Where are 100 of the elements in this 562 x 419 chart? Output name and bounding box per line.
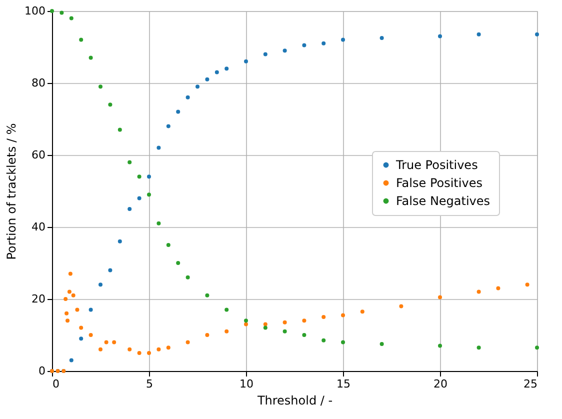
point bbox=[282, 329, 287, 334]
point bbox=[147, 192, 151, 197]
point bbox=[75, 308, 80, 312]
point bbox=[224, 329, 229, 334]
point bbox=[322, 41, 326, 46]
point bbox=[79, 326, 84, 330]
y-tick-label: 0 bbox=[38, 364, 46, 378]
point bbox=[88, 308, 93, 312]
y-tick-label: 80 bbox=[32, 76, 46, 90]
legend-label: False Negatives bbox=[396, 194, 490, 208]
point bbox=[263, 52, 268, 56]
point bbox=[380, 36, 384, 40]
point bbox=[147, 351, 151, 355]
point bbox=[341, 340, 345, 344]
point bbox=[302, 318, 306, 323]
point bbox=[67, 290, 72, 294]
point bbox=[128, 207, 132, 211]
point bbox=[128, 160, 132, 164]
point bbox=[476, 32, 481, 36]
x-tick-label: 10 bbox=[240, 378, 254, 390]
point bbox=[137, 196, 142, 200]
x-tick-label: 20 bbox=[434, 378, 448, 390]
point bbox=[341, 38, 345, 42]
point bbox=[88, 333, 93, 337]
point bbox=[156, 221, 161, 226]
point bbox=[118, 239, 122, 244]
point bbox=[79, 336, 84, 341]
point bbox=[535, 32, 539, 36]
point bbox=[244, 59, 248, 64]
point bbox=[322, 315, 326, 319]
point bbox=[380, 342, 384, 346]
legend-label: False Positives bbox=[396, 176, 482, 190]
point bbox=[112, 340, 116, 344]
point bbox=[263, 326, 268, 330]
point bbox=[71, 293, 76, 298]
point bbox=[282, 320, 287, 324]
point bbox=[535, 346, 539, 350]
point bbox=[186, 95, 190, 100]
point bbox=[69, 358, 74, 362]
point bbox=[244, 318, 248, 323]
point bbox=[282, 48, 287, 53]
point bbox=[214, 70, 219, 74]
point bbox=[118, 128, 122, 132]
point bbox=[64, 297, 68, 301]
point bbox=[322, 338, 326, 342]
point bbox=[496, 286, 500, 290]
point bbox=[525, 282, 530, 287]
point bbox=[476, 290, 481, 294]
point bbox=[66, 318, 70, 323]
y-tick-label: 100 bbox=[24, 4, 46, 18]
point bbox=[137, 174, 142, 179]
x-tick-label: 5 bbox=[146, 378, 153, 390]
point bbox=[224, 66, 229, 71]
point bbox=[147, 174, 151, 179]
point bbox=[156, 347, 161, 352]
x-tick-label: 0 bbox=[52, 378, 60, 390]
point bbox=[50, 9, 54, 13]
point bbox=[263, 322, 268, 326]
x-axis-title: Threshold / - bbox=[256, 394, 333, 408]
point bbox=[166, 124, 170, 128]
point bbox=[68, 272, 72, 276]
point bbox=[438, 344, 442, 348]
point bbox=[302, 333, 306, 337]
point bbox=[302, 43, 306, 48]
point bbox=[205, 77, 210, 82]
legend-label: True Positives bbox=[395, 158, 478, 172]
point bbox=[438, 295, 442, 300]
point bbox=[224, 308, 229, 312]
point bbox=[438, 34, 442, 38]
point bbox=[341, 313, 345, 318]
y-tick-label: 40 bbox=[32, 220, 46, 234]
point bbox=[196, 84, 200, 89]
point bbox=[88, 56, 93, 60]
point bbox=[176, 261, 180, 265]
y-tick-label: 60 bbox=[32, 148, 46, 162]
point bbox=[128, 347, 132, 352]
point bbox=[108, 102, 112, 107]
point bbox=[186, 275, 190, 280]
point bbox=[186, 340, 190, 344]
point bbox=[399, 304, 404, 308]
point bbox=[104, 340, 108, 344]
point bbox=[64, 311, 69, 316]
point bbox=[360, 310, 364, 314]
point bbox=[98, 84, 102, 89]
x-tick-label: 15 bbox=[336, 378, 350, 390]
point bbox=[69, 16, 74, 20]
point bbox=[98, 282, 102, 287]
point bbox=[244, 322, 248, 326]
point bbox=[205, 293, 210, 298]
y-tick-label: 20 bbox=[32, 292, 46, 306]
point bbox=[137, 351, 142, 355]
y-axis-title: Portion of tracklets / % bbox=[4, 123, 19, 260]
x-tick-label: 25 bbox=[524, 378, 538, 390]
point bbox=[79, 38, 84, 42]
point bbox=[108, 268, 112, 272]
point bbox=[166, 243, 170, 247]
point bbox=[166, 346, 170, 350]
point bbox=[205, 333, 210, 337]
point bbox=[98, 347, 102, 352]
point bbox=[60, 10, 64, 15]
